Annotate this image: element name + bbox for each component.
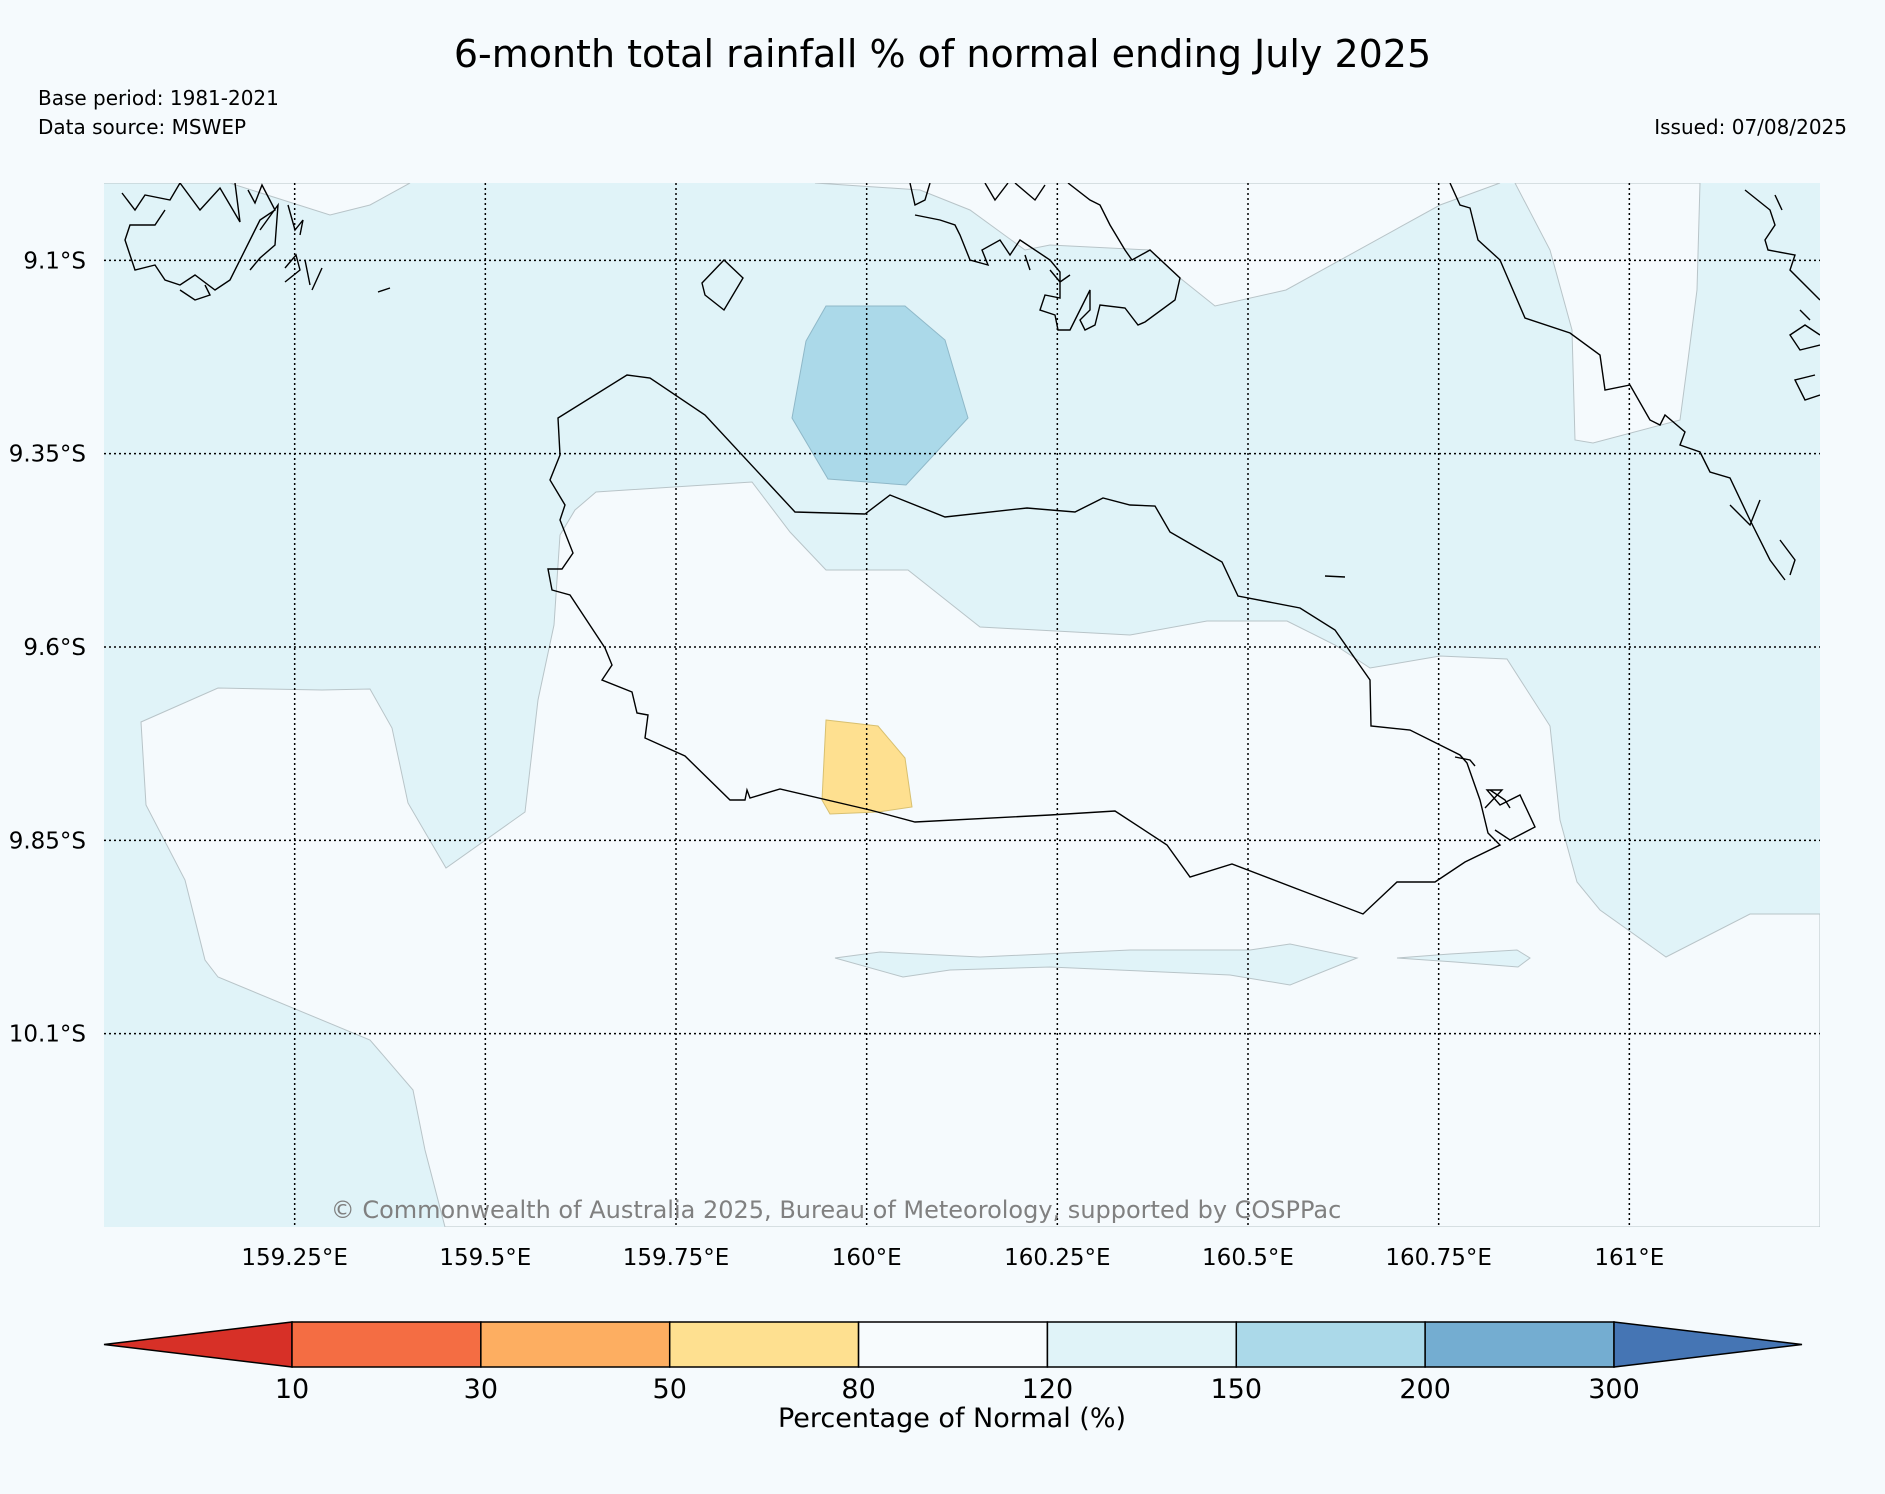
coastlines bbox=[121, 183, 1820, 915]
colorbar-segment bbox=[291, 1321, 482, 1368]
data-source: Data source: MSWEP bbox=[38, 115, 247, 139]
lon-tick-label: 161°E bbox=[1594, 1245, 1664, 1271]
rainfall-band-50-80 bbox=[821, 719, 913, 815]
lat-tick-label: 10.1°S bbox=[9, 1022, 86, 1048]
lon-tick-label: 160°E bbox=[832, 1245, 902, 1271]
colorbar-tick-label: 30 bbox=[464, 1374, 498, 1405]
map-area bbox=[104, 183, 1820, 1227]
lon-tick-label: 160.25°E bbox=[1004, 1245, 1111, 1271]
lon-tick-label: 160.5°E bbox=[1202, 1245, 1294, 1271]
colorbar-title: Percentage of Normal (%) bbox=[778, 1403, 1126, 1434]
gridlines bbox=[104, 183, 1820, 1227]
colorbar-tick-label: 200 bbox=[1399, 1374, 1451, 1405]
colorbar-segment bbox=[1235, 1321, 1426, 1368]
lat-tick-label: 9.35°S bbox=[9, 442, 86, 468]
rainfall-band-120-150-streak-2 bbox=[1396, 949, 1531, 968]
lon-tick-label: 160.75°E bbox=[1385, 1245, 1492, 1271]
coastline-main-island bbox=[547, 374, 1502, 915]
colorbar-tick-label: 50 bbox=[653, 1374, 687, 1405]
map-title: 6-month total rainfall % of normal endin… bbox=[453, 32, 1432, 76]
colorbar-segment bbox=[480, 1321, 671, 1368]
colorbar-tick-label: 10 bbox=[275, 1374, 309, 1405]
coastline-small-island-north bbox=[701, 259, 744, 312]
lon-tick-labels: 159.25°E 159.5°E 159.75°E 160°E 160.25°E 160.… bbox=[241, 1245, 1664, 1271]
lat-tick-label: 9.85°S bbox=[9, 828, 86, 854]
colorbar-segment bbox=[1424, 1321, 1615, 1368]
colorbar-segment bbox=[668, 1321, 860, 1368]
coastline-ne-island bbox=[909, 183, 1181, 331]
rainfall-band-150-200 bbox=[791, 305, 969, 486]
colorbar-extend-high bbox=[1613, 1321, 1803, 1368]
colorbar: 10 30 50 80 120 150 200 300 bbox=[103, 1321, 1803, 1405]
issued-date: Issued: 07/08/2025 bbox=[1654, 115, 1847, 139]
lat-tick-labels: 9.1°S 9.35°S 9.6°S 9.85°S 10.1°S bbox=[9, 248, 86, 1047]
colorbar-tick-label: 300 bbox=[1588, 1374, 1640, 1405]
lon-tick-label: 159.75°E bbox=[623, 1245, 730, 1271]
colorbar-segment bbox=[1046, 1321, 1238, 1368]
coastline-east-fragments bbox=[1324, 575, 1536, 841]
lat-tick-label: 9.6°S bbox=[23, 635, 86, 661]
colorbar-tick-label: 120 bbox=[1022, 1374, 1074, 1405]
colorbar-segment bbox=[857, 1321, 1049, 1368]
colorbar-tick-label: 150 bbox=[1211, 1374, 1263, 1405]
copyright-notice: © Commonwealth of Australia 2025, Bureau… bbox=[331, 1196, 1342, 1224]
rainfall-band-80-120-east bbox=[1514, 183, 1701, 444]
colorbar-extend-low bbox=[103, 1321, 293, 1368]
coastline-east-island bbox=[1449, 183, 1820, 581]
rainfall-band-80-120-central bbox=[140, 481, 1820, 1227]
coastline-nw-islands bbox=[121, 183, 391, 301]
lon-tick-label: 159.5°E bbox=[439, 1245, 531, 1271]
lat-tick-label: 9.1°S bbox=[23, 248, 86, 274]
lon-tick-label: 159.25°E bbox=[241, 1245, 348, 1271]
base-period: Base period: 1981-2021 bbox=[38, 86, 279, 110]
meta-info: Base period: 1981-2021 Data source: MSWE… bbox=[38, 84, 279, 142]
rainfall-band-120-150-streak-1 bbox=[834, 943, 1359, 986]
colorbar-tick-label: 80 bbox=[841, 1374, 875, 1405]
rainfall-band-80-120-north bbox=[104, 183, 411, 216]
